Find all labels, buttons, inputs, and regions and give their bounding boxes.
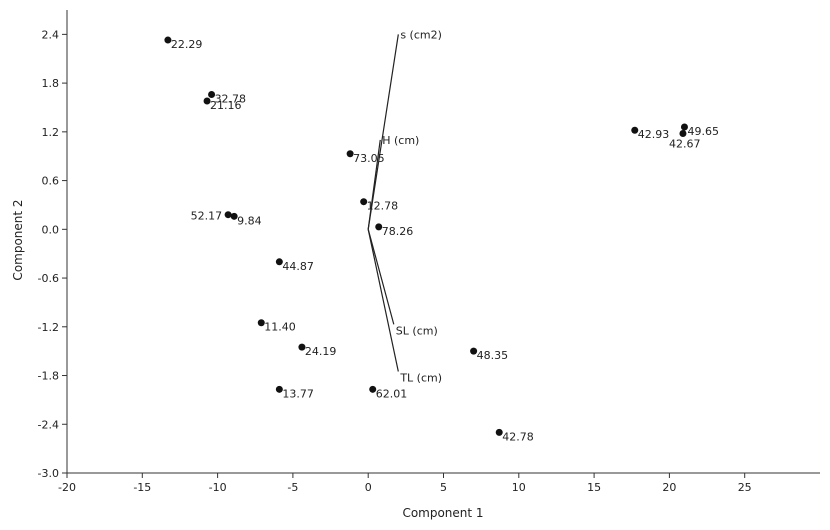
loading-vector	[367, 229, 399, 372]
data-point-label: 12.78	[367, 200, 399, 213]
loading-vector	[367, 229, 395, 325]
y-tick-label: 0.6	[42, 175, 60, 188]
data-point-label: 11.40	[264, 321, 296, 334]
data-point	[631, 126, 639, 134]
x-tick-label: 15	[587, 481, 601, 494]
data-point	[257, 319, 265, 327]
x-tick-label: -5	[287, 481, 298, 494]
y-tick-label: 0.0	[42, 223, 60, 236]
data-point	[164, 36, 172, 44]
loading-label: s (cm2)	[400, 28, 442, 41]
y-tick-label: 2.4	[42, 28, 60, 41]
data-point-label: 13.77	[282, 387, 314, 400]
data-point-label: 73.05	[353, 152, 385, 165]
data-point	[680, 123, 688, 131]
data-point	[346, 150, 354, 158]
x-tick-label: 5	[440, 481, 447, 494]
loading-vectors: s (cm2) H (cm) SL (cm) TL (cm)	[367, 28, 442, 384]
x-tick-label: 20	[662, 481, 676, 494]
x-tick-label: -20	[58, 481, 76, 494]
loading-vector	[367, 139, 381, 230]
y-tick-label: -1.8	[38, 370, 59, 383]
loading-label: SL (cm)	[396, 324, 438, 337]
x-tick-label: 25	[738, 481, 752, 494]
y-tick-label: -0.6	[38, 272, 59, 285]
data-point	[360, 198, 368, 206]
y-tick-label: -2.4	[38, 418, 59, 431]
data-point	[275, 258, 283, 266]
x-tick-label: -15	[133, 481, 151, 494]
loading-label: TL (cm)	[399, 371, 442, 384]
data-point-label: 42.93	[638, 128, 670, 141]
data-point-label: 24.19	[305, 345, 337, 358]
x-tick-label: 10	[512, 481, 526, 494]
data-point	[298, 343, 306, 351]
data-point	[470, 347, 478, 355]
x-axis-title: Component 1	[402, 506, 483, 520]
data-point-label: 49.65	[687, 125, 719, 138]
data-point-label: 21.16	[210, 99, 242, 112]
y-tick-label: -3.0	[38, 467, 59, 480]
data-point-label: 52.17	[191, 210, 223, 223]
y-tick-label: 1.8	[42, 77, 60, 90]
data-point	[369, 385, 377, 393]
axes: -20 -15 -10 -5 0 5 10 15 20 25 2.4 1.8 1.2 0.6 0.0 -0.6…	[38, 10, 820, 494]
data-point-label: 9.84	[237, 214, 262, 227]
data-point	[495, 428, 503, 436]
data-point	[208, 90, 216, 98]
data-point	[275, 385, 283, 393]
data-point-label: 32.78	[215, 92, 247, 105]
data-point-label: 42.67	[669, 137, 701, 150]
data-point-label: 48.35	[477, 349, 509, 362]
x-tick-label: 0	[365, 481, 372, 494]
data-point	[679, 129, 687, 137]
y-tick-label: 1.2	[42, 126, 60, 139]
data-point-label: 62.01	[376, 387, 408, 400]
data-point-label: 44.87	[282, 260, 314, 273]
data-point-label: 42.78	[502, 430, 534, 443]
data-point-label: 78.26	[382, 225, 414, 238]
data-point	[230, 212, 238, 220]
y-tick-label: -1.2	[38, 321, 59, 334]
data-point	[203, 97, 211, 105]
loading-vector	[367, 34, 399, 230]
data-point-label: 22.29	[171, 38, 203, 51]
data-point	[224, 211, 232, 219]
x-tick-label: -10	[209, 481, 227, 494]
data-point	[375, 223, 383, 231]
y-axis-title: Component 2	[11, 199, 25, 280]
loading-label: H (cm)	[382, 134, 419, 147]
